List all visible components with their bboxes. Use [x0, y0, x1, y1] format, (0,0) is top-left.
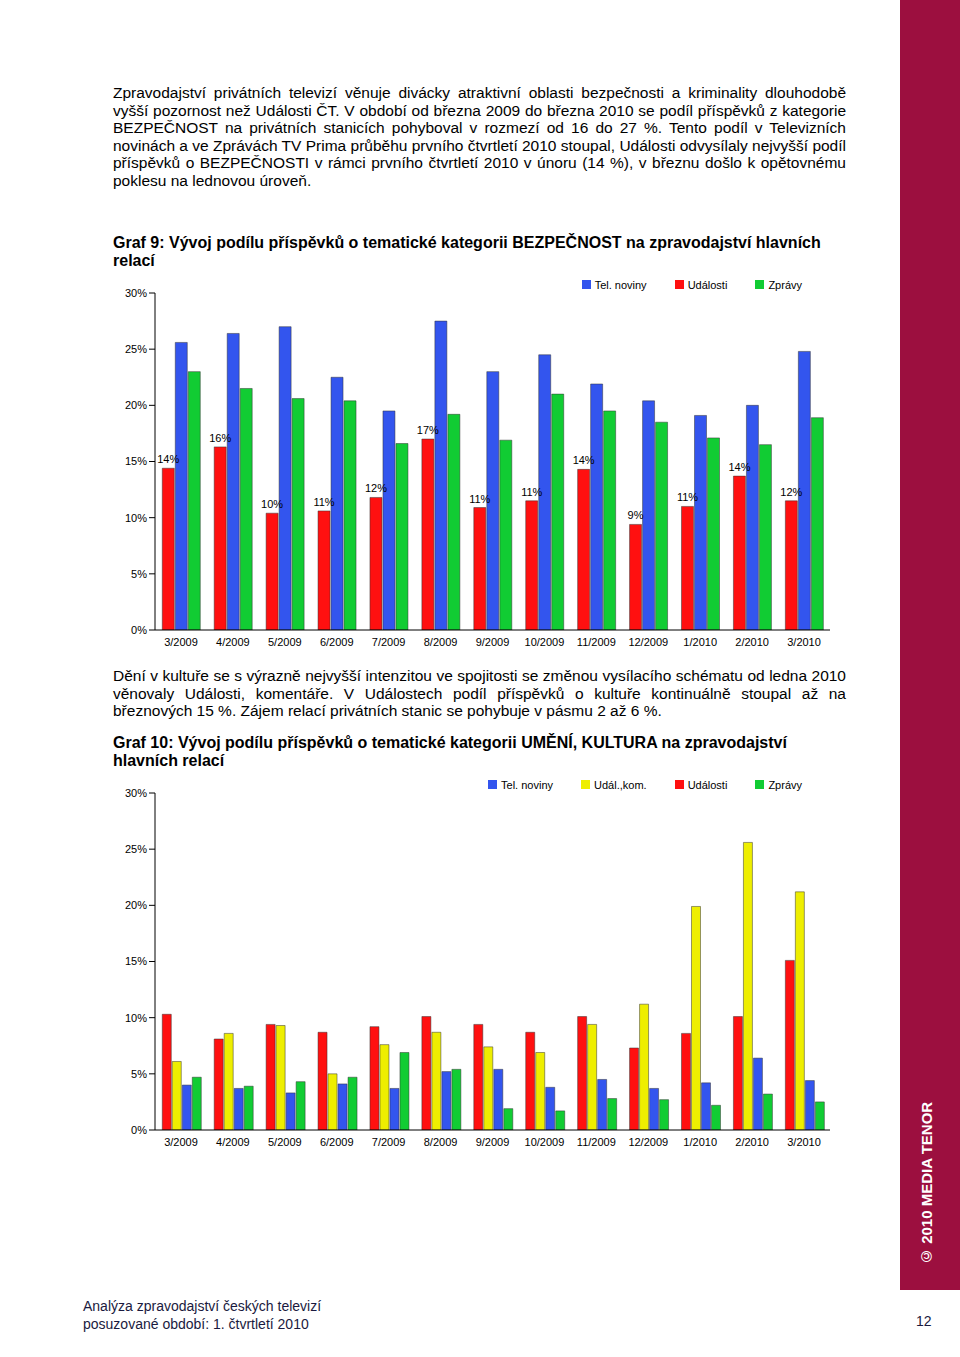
html-text:Události: Události — [687, 779, 728, 791]
html-text:Tel. noviny: Tel. noviny — [501, 779, 553, 791]
svg-text:2/2010: 2/2010 — [735, 1136, 769, 1148]
svg-text:10/2009: 10/2009 — [525, 1136, 565, 1148]
svg-text:1/2010: 1/2010 — [683, 1136, 717, 1148]
svg-text:20%: 20% — [125, 399, 147, 411]
html-text:Zprávy: Zprávy — [768, 279, 802, 291]
svg-text:9%: 9% — [628, 509, 644, 521]
svg-text:17%: 17% — [417, 424, 439, 436]
svg-text:5%: 5% — [131, 568, 147, 580]
svg-text:14%: 14% — [573, 454, 595, 466]
html-text:Události: Události — [687, 279, 728, 291]
svg-text:25%: 25% — [125, 843, 147, 855]
svg-text:20%: 20% — [125, 899, 147, 911]
svg-text:11%: 11% — [469, 493, 490, 505]
svg-text:25%: 25% — [125, 343, 147, 355]
svg-text:12/2009: 12/2009 — [628, 1136, 668, 1148]
svg-text:30%: 30% — [125, 287, 147, 299]
svg-text:3/2009: 3/2009 — [164, 636, 198, 648]
html-text:Zprávy: Zprávy — [768, 779, 802, 791]
svg-text:0%: 0% — [131, 1124, 147, 1136]
svg-text:11%: 11% — [313, 496, 334, 508]
svg-text:5/2009: 5/2009 — [268, 1136, 302, 1148]
svg-text:12%: 12% — [780, 486, 802, 498]
svg-text:15%: 15% — [125, 955, 147, 967]
svg-text:12/2009: 12/2009 — [628, 636, 668, 648]
svg-text:16%: 16% — [209, 432, 231, 444]
svg-text:30%: 30% — [125, 787, 147, 799]
svg-text:10%: 10% — [125, 1012, 147, 1024]
svg-text:4/2009: 4/2009 — [216, 1136, 250, 1148]
svg-text:11%: 11% — [521, 486, 542, 498]
svg-text:6/2009: 6/2009 — [320, 636, 354, 648]
html-text:Udál.,kom.: Udál.,kom. — [594, 779, 647, 791]
svg-text:11/2009: 11/2009 — [577, 636, 616, 648]
svg-text:5%: 5% — [131, 1068, 147, 1080]
svg-text:10%: 10% — [261, 498, 283, 510]
html-text:Graf 10: Vývoj podílu příspěvk: Graf 10: Vývoj podílu příspěvků o temati… — [113, 734, 787, 769]
svg-text:3/2010: 3/2010 — [787, 1136, 821, 1148]
svg-text:10/2009: 10/2009 — [525, 636, 565, 648]
svg-text:14%: 14% — [157, 453, 179, 465]
html-text:Dění v kultuře se s výrazně ne: Dění v kultuře se s výrazně nejvyšší int… — [113, 667, 846, 720]
svg-text:10%: 10% — [125, 512, 147, 524]
svg-text:7/2009: 7/2009 — [372, 1136, 406, 1148]
html-text:© 2010 MEDIA TENOR: © 2010 MEDIA TENOR — [918, 1101, 935, 1265]
svg-text:11/2009: 11/2009 — [577, 1136, 616, 1148]
svg-text:8/2009: 8/2009 — [424, 636, 458, 648]
svg-text:2/2010: 2/2010 — [735, 636, 769, 648]
svg-text:4/2009: 4/2009 — [216, 636, 250, 648]
html-text:Tel. noviny: Tel. noviny — [594, 279, 647, 291]
svg-text:7/2009: 7/2009 — [372, 636, 406, 648]
svg-text:14%: 14% — [728, 461, 750, 473]
html-text:12: 12 — [916, 1313, 932, 1329]
svg-text:12%: 12% — [365, 482, 387, 494]
svg-text:11%: 11% — [677, 491, 698, 503]
html-text:Analýza zpravodajství českých: Analýza zpravodajství českých televizí — [83, 1298, 322, 1314]
svg-text:9/2009: 9/2009 — [476, 636, 510, 648]
svg-text:3/2009: 3/2009 — [164, 1136, 198, 1148]
svg-text:6/2009: 6/2009 — [320, 1136, 354, 1148]
svg-text:15%: 15% — [125, 455, 147, 467]
html-text:Zpravodajství privátních telev: Zpravodajství privátních televizí věnuje… — [113, 84, 846, 189]
html-text:Graf 9: Vývoj podílu příspěvků: Graf 9: Vývoj podílu příspěvků o tematic… — [113, 234, 821, 269]
svg-text:0%: 0% — [131, 624, 147, 636]
svg-text:9/2009: 9/2009 — [476, 1136, 510, 1148]
svg-text:1/2010: 1/2010 — [683, 636, 717, 648]
svg-text:3/2010: 3/2010 — [787, 636, 821, 648]
svg-text:5/2009: 5/2009 — [268, 636, 302, 648]
html-text:posuzované období: 1. čtvrtlet: posuzované období: 1. čtvrtletí 2010 — [83, 1316, 309, 1332]
svg-text:8/2009: 8/2009 — [424, 1136, 458, 1148]
